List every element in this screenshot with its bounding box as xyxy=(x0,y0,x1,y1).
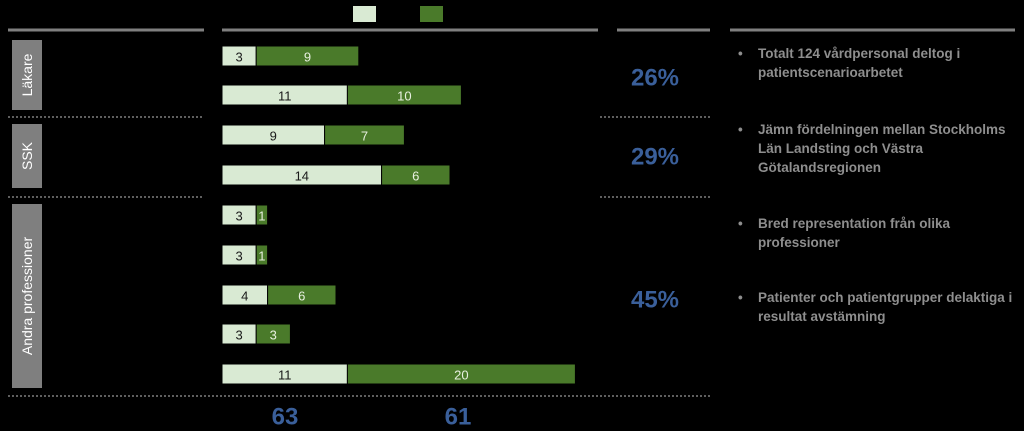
group-label: Andra professioner xyxy=(19,237,35,356)
group-label-box xyxy=(12,40,42,110)
group-percent: 45% xyxy=(631,287,679,314)
bar-value-label: 4 xyxy=(241,289,248,304)
bar-segment-series-2 xyxy=(255,204,269,226)
bar-segment-series-2 xyxy=(255,323,291,345)
group-percent: 29% xyxy=(631,144,679,171)
bullet-text: Bred representation från olika professio… xyxy=(758,216,951,250)
bar-value-label: 3 xyxy=(235,209,242,224)
series-total: 63 xyxy=(272,404,299,431)
bar-segment-series-2 xyxy=(346,363,576,385)
bar-value-label: 11 xyxy=(278,89,292,104)
bar-value-label: 9 xyxy=(270,129,277,144)
bar-segment-series-2 xyxy=(346,84,462,106)
bar-segment-series-2 xyxy=(324,124,405,146)
group-label-box xyxy=(12,204,42,388)
bar-value-label: 11 xyxy=(278,368,292,383)
bullet-text: Patienter och patientgrupper delaktiga i… xyxy=(758,290,1013,324)
bar-value-label: 10 xyxy=(397,89,411,104)
bullet-dot-icon: • xyxy=(738,216,743,231)
bar-segment-series-2 xyxy=(255,45,360,67)
bar-value-label: 3 xyxy=(235,328,242,343)
bar-value-label: 3 xyxy=(235,249,242,264)
bullet-item: • Jämn fördelningen mellan Stockholms Lä… xyxy=(738,120,1018,177)
group-percent: 26% xyxy=(631,65,679,92)
bullet-dot-icon: • xyxy=(738,290,743,305)
bullet-dot-icon: • xyxy=(738,122,743,137)
bullet-text: Jämn fördelningen mellan Stockholms Län … xyxy=(758,122,1006,175)
bullet-item: • Patienter och patientgrupper delaktiga… xyxy=(738,288,1018,326)
bar-value-label: 9 xyxy=(304,50,311,65)
group-label: SSK xyxy=(19,141,35,170)
bar-segment-series-2 xyxy=(267,284,337,306)
legend-swatch-series-2 xyxy=(420,6,443,22)
bar-segment-series-2 xyxy=(255,244,269,266)
bullet-dot-icon: • xyxy=(738,46,743,61)
bar-segment-series-2 xyxy=(381,164,451,186)
bullet-item: • Totalt 124 vårdpersonal deltog i patie… xyxy=(738,44,1018,82)
bar-value-label: 1 xyxy=(258,249,265,264)
bar-value-label: 20 xyxy=(454,368,468,383)
legend-swatch-series-1 xyxy=(353,6,376,22)
group-label: Läkare xyxy=(19,53,35,96)
bar-value-label: 6 xyxy=(298,289,305,304)
bar-value-label: 3 xyxy=(235,50,242,65)
bullet-item: • Bred representation från olika profess… xyxy=(738,214,1018,252)
bar-value-label: 3 xyxy=(270,328,277,343)
bullet-text: Totalt 124 vårdpersonal deltog i patient… xyxy=(758,46,961,80)
bar-value-label: 14 xyxy=(295,169,309,184)
bar-value-label: 6 xyxy=(412,169,419,184)
series-total: 61 xyxy=(445,404,472,431)
bar-value-label: 7 xyxy=(361,129,368,144)
group-label-box xyxy=(12,124,42,188)
bar-value-label: 1 xyxy=(258,209,265,224)
